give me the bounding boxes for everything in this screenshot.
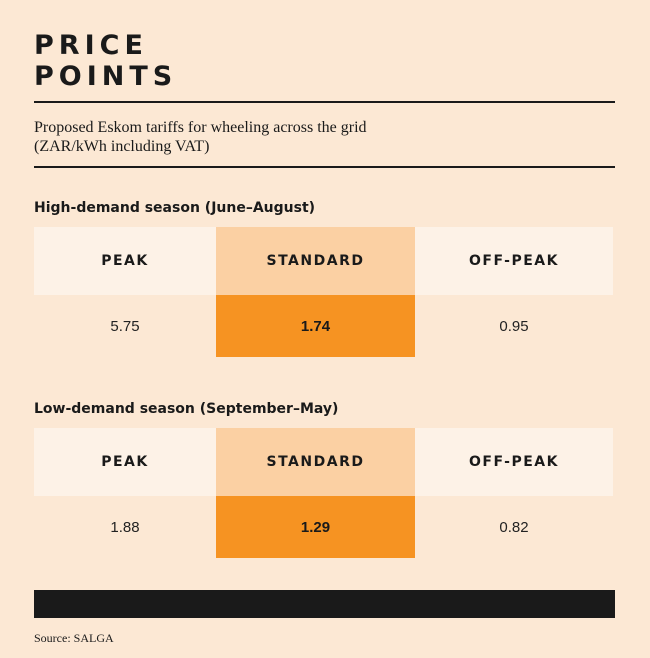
subtitle-divider	[34, 166, 615, 168]
high-demand-peak-header: PEAK	[34, 227, 216, 295]
low-demand-header-row: PEAK STANDARD OFF-PEAK	[34, 428, 613, 496]
high-demand-table: PEAK STANDARD OFF-PEAK 5.75 1.74 0.95	[34, 227, 613, 357]
high-demand-header-row: PEAK STANDARD OFF-PEAK	[34, 227, 613, 295]
low-demand-table: PEAK STANDARD OFF-PEAK 1.88 1.29 0.82	[34, 428, 613, 558]
source-note: Source: SALGA	[34, 631, 114, 645]
low-demand-heading: Low-demand season (September–May)	[34, 401, 339, 417]
low-demand-peak-header: PEAK	[34, 428, 216, 496]
footer-bar	[34, 590, 615, 618]
low-demand-standard-header: STANDARD	[216, 428, 415, 496]
low-demand-offpeak-header: OFF-PEAK	[415, 428, 613, 496]
top-divider	[34, 101, 615, 103]
chart-title: PRICE POINTS	[34, 30, 177, 92]
chart-subtitle: Proposed Eskom tariffs for wheeling acro…	[34, 119, 367, 155]
high-demand-peak-value: 5.75	[110, 317, 140, 335]
low-demand-peak-value: 1.88	[110, 518, 140, 536]
high-demand-heading: High-demand season (June–August)	[34, 200, 316, 216]
high-demand-standard-header: STANDARD	[216, 227, 415, 295]
title-line-2: POINTS	[34, 61, 178, 92]
low-demand-standard-value: 1.29	[216, 496, 415, 558]
high-demand-value-row: 5.75 1.74 0.95	[34, 295, 613, 357]
low-demand-offpeak-value: 0.82	[499, 518, 529, 536]
high-demand-offpeak-value: 0.95	[499, 317, 529, 335]
low-demand-value-row: 1.88 1.29 0.82	[34, 496, 613, 558]
high-demand-offpeak-header: OFF-PEAK	[415, 227, 613, 295]
title-line-1: PRICE	[34, 30, 148, 61]
high-demand-standard-value: 1.74	[216, 295, 415, 357]
